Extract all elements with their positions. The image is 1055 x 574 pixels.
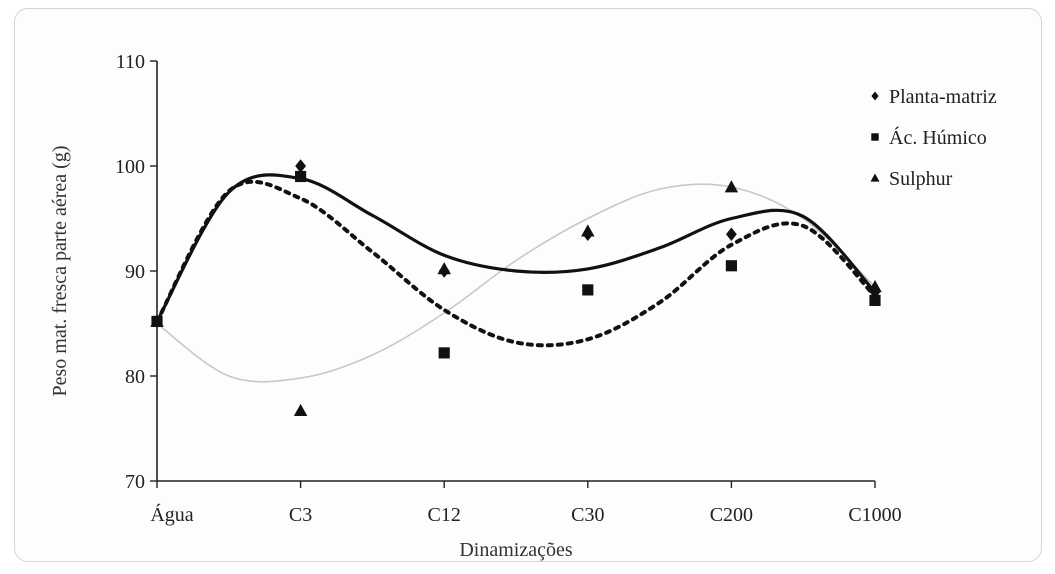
legend-marker-planta-matriz bbox=[871, 91, 879, 101]
data-points bbox=[150, 159, 882, 417]
y-tick-label: 110 bbox=[116, 51, 145, 73]
data-point-planta-matriz bbox=[726, 227, 737, 241]
x-tick-label: C30 bbox=[571, 504, 604, 526]
data-point-sulphur bbox=[868, 280, 882, 293]
data-point--c-h-mico bbox=[438, 347, 450, 359]
trend-line--c-h-mico bbox=[155, 179, 877, 348]
data-point--c-h-mico bbox=[582, 284, 594, 296]
x-tick-label: Água bbox=[150, 503, 193, 526]
data-point-sulphur bbox=[437, 262, 451, 275]
y-tick-label: 80 bbox=[125, 366, 145, 388]
trend-lines bbox=[155, 173, 877, 383]
x-tick-label: C200 bbox=[710, 504, 753, 526]
legend-label-sulphur: Sulphur bbox=[889, 168, 953, 190]
trend-line-sulphur bbox=[156, 183, 876, 383]
y-tick-label: 100 bbox=[115, 156, 145, 178]
data-point--c-h-mico bbox=[725, 260, 737, 272]
x-axis-label: Dinamizações bbox=[459, 539, 572, 561]
y-axis-label: Peso mat. fresca parte aérea (g) bbox=[49, 146, 71, 397]
legend-label-planta-matriz: Planta-matriz bbox=[889, 86, 997, 108]
legend-marker--c-h-mico bbox=[871, 133, 879, 141]
data-point--c-h-mico bbox=[295, 170, 307, 183]
data-point-planta-matriz bbox=[295, 159, 306, 173]
legend-label--c-h-mico: Ác. Húmico bbox=[889, 126, 987, 149]
y-tick-label: 70 bbox=[125, 471, 145, 493]
x-tick-label: C3 bbox=[289, 504, 312, 526]
data-point-sulphur bbox=[724, 180, 739, 193]
x-tick-label: C12 bbox=[428, 504, 461, 526]
y-tick-label: 90 bbox=[125, 261, 145, 283]
data-point--c-h-mico bbox=[869, 294, 881, 306]
axes: 70 80 90 100 110 Água C3 C12 C30 C200 C1000 bbox=[115, 51, 902, 526]
trend-line-planta-matriz bbox=[155, 173, 877, 323]
data-point-sulphur bbox=[150, 314, 164, 327]
data-point-sulphur bbox=[581, 224, 595, 237]
x-tick-label: C1000 bbox=[848, 504, 901, 526]
legend-marker-sulphur bbox=[870, 173, 880, 182]
legend: Planta-matriz Ác. Húmico Sulphur bbox=[870, 86, 997, 190]
data-point-sulphur bbox=[293, 403, 308, 417]
